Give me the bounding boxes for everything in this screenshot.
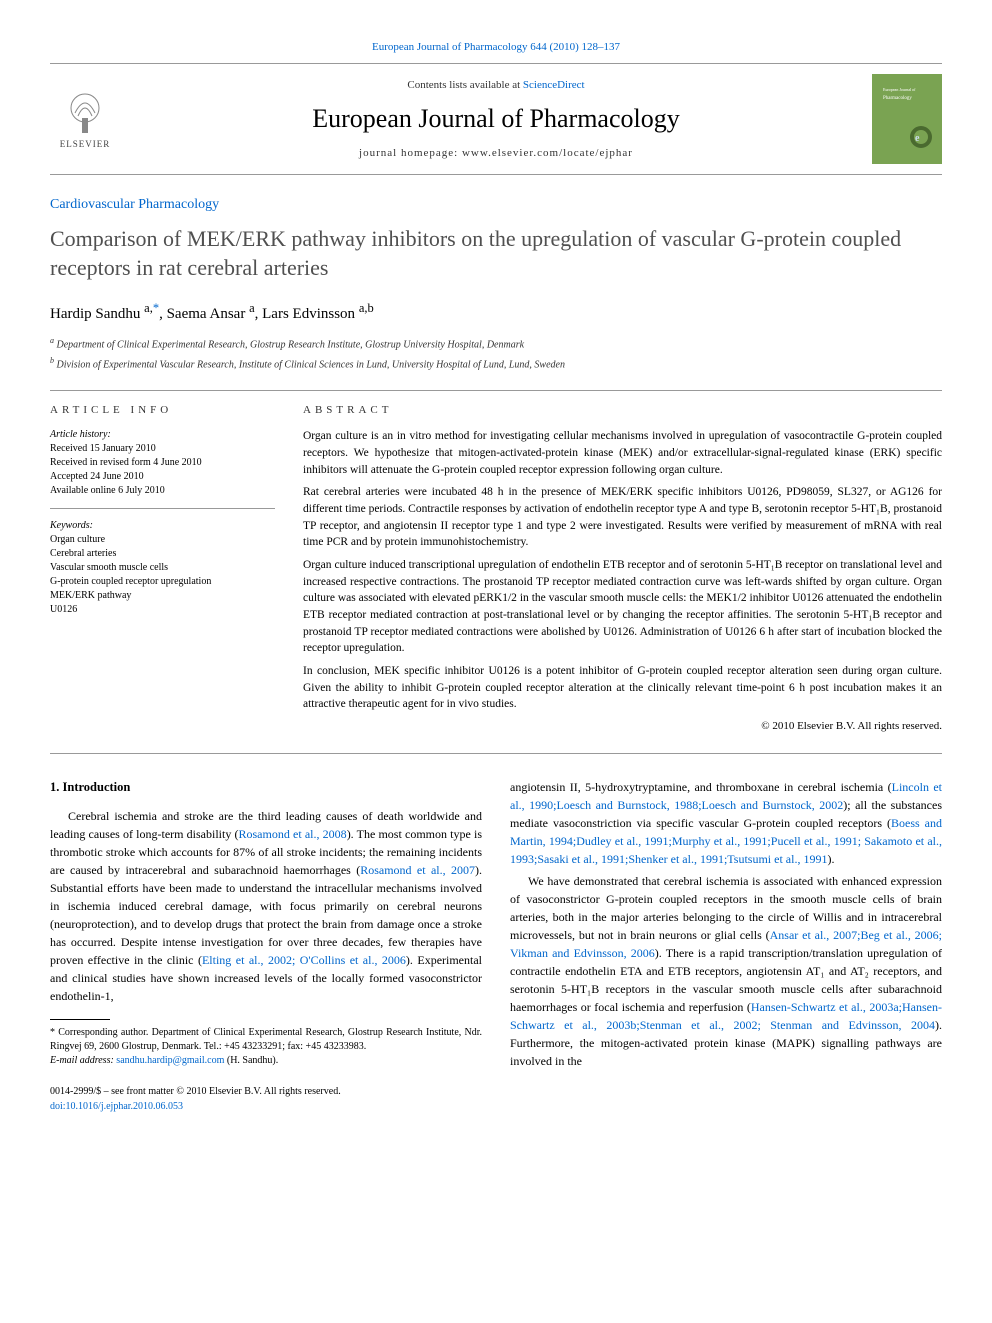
history-item: Available online 6 July 2010 <box>50 484 275 498</box>
article-info-col: ARTICLE INFO Article history: Received 1… <box>50 403 275 735</box>
elsevier-tree-icon <box>60 88 110 138</box>
ref-link[interactable]: Elting et al., 2002; O'Collins et al., 2… <box>202 953 406 967</box>
affiliation-a: a Department of Clinical Experimental Re… <box>50 335 942 352</box>
abstract-p3: Organ culture induced transcriptional up… <box>303 557 942 657</box>
keyword: Cerebral arteries <box>50 547 275 561</box>
issn-line: 0014-2999/$ – see front matter © 2010 El… <box>50 1084 482 1099</box>
author-name: Lars Edvinsson <box>262 306 355 322</box>
email-label: E-mail address: <box>50 1055 116 1066</box>
journal-name: European Journal of Pharmacology <box>120 101 872 137</box>
abstract-p4: In conclusion, MEK specific inhibitor U0… <box>303 663 942 713</box>
svg-text:e: e <box>915 133 920 144</box>
author-3: Lars Edvinsson a,b <box>262 306 374 322</box>
homepage-line: journal homepage: www.elsevier.com/locat… <box>120 146 872 161</box>
svg-text:European Journal of: European Journal of <box>883 87 916 92</box>
svg-text:Pharmacology: Pharmacology <box>883 96 912 101</box>
top-citation-link[interactable]: European Journal of Pharmacology 644 (20… <box>372 41 620 53</box>
affil-text: Department of Clinical Experimental Rese… <box>57 340 525 351</box>
abstract-body: Organ culture is an in vitro method for … <box>303 428 942 735</box>
intro-p1: Cerebral ischemia and stroke are the thi… <box>50 807 482 1005</box>
doi-line: doi:10.1016/j.ejphar.2010.06.053 <box>50 1099 482 1114</box>
keyword: U0126 <box>50 603 275 617</box>
body-columns: 1. Introduction Cerebral ischemia and st… <box>50 778 942 1114</box>
header-center: Contents lists available at ScienceDirec… <box>120 78 872 161</box>
text-run: ). <box>827 852 834 866</box>
intro-heading: 1. Introduction <box>50 778 482 797</box>
keywords-label: Keywords: <box>50 519 275 533</box>
homepage-url: www.elsevier.com/locate/ejphar <box>462 147 633 159</box>
journal-cover-thumbnail: European Journal of Pharmacology e <box>872 74 942 164</box>
info-abstract-row: ARTICLE INFO Article history: Received 1… <box>50 403 942 735</box>
ref-link[interactable]: Rosamond et al., 2008 <box>239 827 347 841</box>
keywords-block: Keywords: Organ culture Cerebral arterie… <box>50 519 275 617</box>
contents-prefix: Contents lists available at <box>407 79 522 91</box>
homepage-prefix: journal homepage: <box>359 147 462 159</box>
article-title: Comparison of MEK/ERK pathway inhibitors… <box>50 225 942 282</box>
author-list: Hardip Sandhu a,*, Saema Ansar a, Lars E… <box>50 300 942 325</box>
divider <box>50 753 942 754</box>
keyword: G-protein coupled receptor upregulation <box>50 575 275 589</box>
author-name: Saema Ansar <box>167 306 246 322</box>
elsevier-logo: ELSEVIER <box>50 79 120 159</box>
journal-header: ELSEVIER Contents lists available at Sci… <box>50 63 942 175</box>
history-item: Accepted 24 June 2010 <box>50 470 275 484</box>
keyword: MEK/ERK pathway <box>50 589 275 603</box>
keyword: Organ culture <box>50 533 275 547</box>
author-sup: a <box>249 301 255 315</box>
sciencedirect-link[interactable]: ScienceDirect <box>523 79 585 91</box>
author-sup: a, <box>144 301 153 315</box>
divider <box>50 390 942 391</box>
history-item: Received 15 January 2010 <box>50 442 275 456</box>
email-link[interactable]: sandhu.hardip@gmail.com <box>116 1055 224 1066</box>
affil-sup: a <box>50 336 54 345</box>
text-run: ). Substantial efforts have been made to… <box>50 863 482 967</box>
body-left-col: 1. Introduction Cerebral ischemia and st… <box>50 778 482 1114</box>
intro-p1-cont: angiotensin II, 5-hydroxytryptamine, and… <box>510 778 942 868</box>
email-suffix: (H. Sandhu). <box>224 1055 278 1066</box>
history-label: Article history: <box>50 428 275 442</box>
body-right-col: angiotensin II, 5-hydroxytryptamine, and… <box>510 778 942 1114</box>
journal-cover-icon: European Journal of Pharmacology e <box>877 79 937 159</box>
text-run: angiotensin II, 5-hydroxytryptamine, and… <box>510 780 892 794</box>
abstract-heading: ABSTRACT <box>303 403 942 418</box>
contents-line: Contents lists available at ScienceDirec… <box>120 78 872 93</box>
affiliation-b: b Division of Experimental Vascular Rese… <box>50 355 942 372</box>
history-item: Received in revised form 4 June 2010 <box>50 456 275 470</box>
affil-text: Division of Experimental Vascular Resear… <box>57 359 565 370</box>
history-block: Article history: Received 15 January 201… <box>50 428 275 509</box>
corresponding-mark[interactable]: * <box>153 301 159 315</box>
email-line: E-mail address: sandhu.hardip@gmail.com … <box>50 1054 482 1068</box>
doi-link[interactable]: doi:10.1016/j.ejphar.2010.06.053 <box>50 1101 183 1112</box>
abstract-col: ABSTRACT Organ culture is an in vitro me… <box>303 403 942 735</box>
top-citation: European Journal of Pharmacology 644 (20… <box>50 40 942 55</box>
intro-p2: We have demonstrated that cerebral ische… <box>510 872 942 1070</box>
author-2: Saema Ansar a <box>167 306 255 322</box>
article-info-heading: ARTICLE INFO <box>50 403 275 418</box>
footnote-separator <box>50 1019 110 1020</box>
abstract-p2: Rat cerebral arteries were incubated 48 … <box>303 484 942 551</box>
affil-sup: b <box>50 356 54 365</box>
abstract-p1: Organ culture is an in vitro method for … <box>303 428 942 478</box>
publisher-name: ELSEVIER <box>60 138 111 151</box>
section-tag: Cardiovascular Pharmacology <box>50 195 942 215</box>
ref-link[interactable]: Rosamond et al., 2007 <box>360 863 475 877</box>
author-name: Hardip Sandhu <box>50 306 140 322</box>
corresponding-footnote: * Corresponding author. Department of Cl… <box>50 1026 482 1068</box>
author-1: Hardip Sandhu a,* <box>50 306 159 322</box>
abstract-copyright: © 2010 Elsevier B.V. All rights reserved… <box>303 719 942 735</box>
author-sup: a,b <box>359 301 374 315</box>
corr-text: * Corresponding author. Department of Cl… <box>50 1026 482 1054</box>
keyword: Vascular smooth muscle cells <box>50 561 275 575</box>
